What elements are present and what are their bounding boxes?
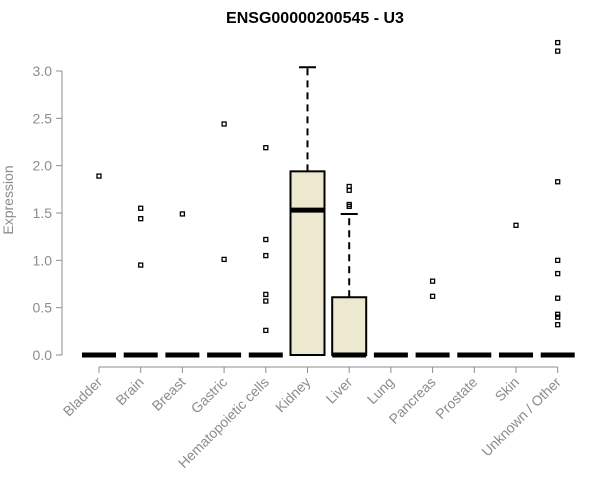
- x-tick-label: Kidney: [272, 374, 314, 416]
- outlier-point: [555, 179, 561, 185]
- outlier-point: [96, 173, 102, 179]
- y-tick-label: 1.5: [33, 205, 53, 221]
- outlier-point: [513, 222, 519, 228]
- outlier-point: [555, 311, 561, 317]
- outlier-point: [555, 295, 561, 301]
- x-tick-label: Bladder: [60, 374, 106, 420]
- x-tick-label: Prostate: [432, 374, 480, 422]
- x-tick-label: Liver: [323, 374, 356, 407]
- outlier-point: [263, 145, 269, 151]
- outlier-point: [263, 236, 269, 243]
- y-tick-label: 3.0: [33, 63, 53, 79]
- outlier-point: [346, 201, 352, 208]
- outlier-point: [346, 183, 352, 190]
- outlier-point: [179, 211, 186, 217]
- outlier-point: [221, 121, 227, 127]
- x-tick-label: Breast: [149, 374, 189, 414]
- outlier-point: [138, 262, 144, 268]
- x-tick-label: Skin: [492, 374, 523, 405]
- outlier-point: [263, 298, 269, 304]
- outlier-point: [555, 48, 561, 54]
- x-tick-label: Lung: [364, 374, 397, 407]
- box-iqr: [289, 170, 326, 356]
- outlier-point: [263, 252, 269, 259]
- chart-title: ENSG00000200545 - U3: [226, 10, 404, 27]
- y-tick-label: 2.5: [33, 110, 53, 126]
- outlier-point: [138, 205, 144, 211]
- box-iqr: [331, 296, 368, 356]
- y-axis-label: Expression: [0, 165, 16, 234]
- outlier-point: [263, 327, 269, 334]
- outlier-point: [429, 293, 436, 299]
- y-tick-label: 0.0: [33, 347, 53, 363]
- outlier-point: [138, 216, 144, 222]
- outlier-point: [555, 314, 561, 320]
- y-tick-label: 1.0: [33, 252, 53, 268]
- outlier-point: [263, 291, 269, 298]
- outlier-point: [429, 278, 436, 284]
- y-tick-label: 2.0: [33, 158, 53, 174]
- outlier-point: [221, 256, 227, 263]
- x-tick-label: Unknown / Other: [478, 374, 564, 460]
- outlier-point: [555, 257, 561, 263]
- outlier-point: [555, 270, 561, 277]
- y-tick-label: 0.5: [33, 300, 53, 316]
- x-tick-label: Brain: [112, 374, 146, 408]
- outlier-point: [555, 39, 561, 46]
- outlier-point: [555, 322, 561, 328]
